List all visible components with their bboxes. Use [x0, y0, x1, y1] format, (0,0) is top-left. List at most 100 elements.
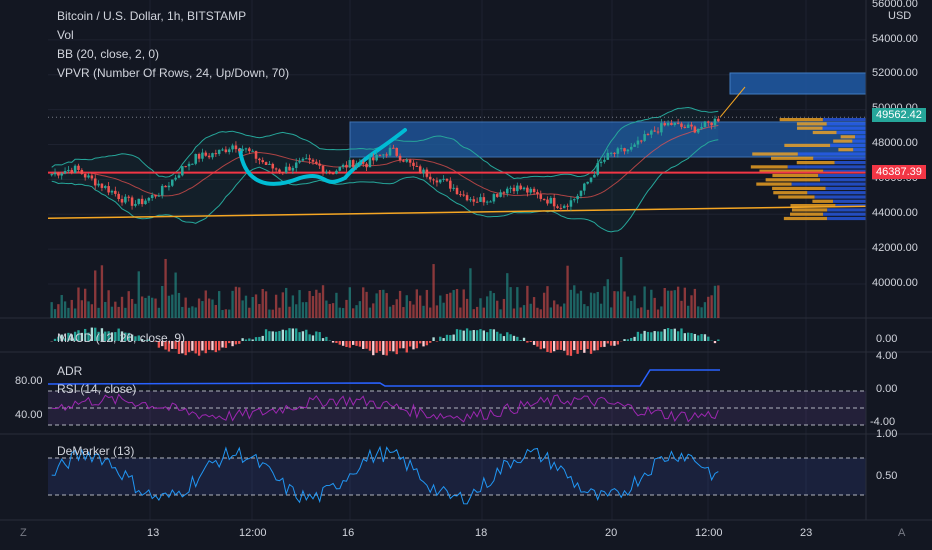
volume-bar — [609, 307, 613, 318]
volume-bar — [529, 303, 532, 318]
bb-legend[interactable]: BB (20, close, 2, 0) — [57, 47, 160, 61]
volume-bar — [154, 298, 157, 318]
candle — [174, 177, 177, 180]
level-price-badge: 46387.39 — [872, 165, 926, 179]
candle — [415, 165, 419, 167]
macd-bar — [288, 328, 291, 341]
candle — [278, 169, 281, 172]
macd-bar — [502, 336, 506, 341]
candle — [50, 174, 53, 176]
macd-bar — [405, 341, 408, 353]
macd-bar — [80, 332, 83, 341]
candle — [338, 166, 342, 171]
macd-bar — [546, 341, 549, 352]
volume-bar — [70, 299, 73, 318]
volume-bar — [640, 307, 643, 318]
macd-bar — [84, 328, 87, 341]
vpvr-row-up — [834, 161, 866, 165]
vpvr-row-up — [853, 148, 866, 152]
candle — [258, 158, 261, 161]
demarker-legend[interactable]: DeMarker (13) — [57, 444, 135, 458]
macd-bar — [616, 341, 619, 345]
volume-bar — [171, 294, 174, 318]
vpvr-row-down — [759, 169, 824, 173]
candle — [281, 171, 285, 173]
candle — [288, 166, 291, 171]
volume-bar — [586, 306, 589, 318]
macd-bar — [231, 341, 234, 347]
candle — [589, 177, 593, 182]
volume-bar — [90, 304, 94, 318]
macd-bar — [697, 335, 700, 341]
macd-bar — [167, 341, 171, 352]
macd-bar — [465, 328, 469, 341]
volume-bar — [596, 291, 599, 318]
macd-bar — [707, 336, 710, 341]
candle — [315, 161, 318, 164]
macd-legend[interactable]: MACD (12, 26, close, 9) — [57, 331, 186, 345]
macd-bar — [663, 329, 666, 341]
volume-bar — [693, 288, 697, 318]
candle — [104, 186, 107, 188]
candle — [422, 169, 425, 174]
vol-legend[interactable]: Vol — [57, 28, 74, 42]
candle — [181, 166, 184, 176]
volume-bar — [713, 285, 717, 318]
candle — [623, 148, 626, 152]
macd-bar — [693, 333, 697, 341]
candle — [509, 187, 512, 189]
candle — [57, 172, 60, 176]
macd-bar — [680, 328, 683, 341]
volume-bar — [589, 292, 593, 318]
volume-bar — [392, 304, 395, 318]
candle — [144, 200, 147, 205]
vpvr-row-down — [833, 139, 853, 143]
macd-bar — [197, 341, 201, 356]
volume-bar — [120, 296, 124, 318]
macd-bar — [388, 341, 392, 352]
candle — [640, 140, 643, 142]
vpvr-legend[interactable]: VPVR (Number Of Rows, 24, Up/Down, 70) — [57, 66, 290, 80]
macd-bar — [566, 341, 569, 356]
a-icon[interactable]: A — [898, 527, 906, 539]
volume-bar — [556, 304, 559, 318]
candle — [452, 187, 455, 189]
rsi-legend[interactable]: RSI (14, close) — [57, 382, 137, 396]
macd-bar — [512, 335, 516, 341]
volume-bar — [100, 265, 104, 318]
adr-legend[interactable]: ADR — [57, 364, 83, 378]
macd-bar — [536, 341, 539, 347]
candle — [629, 146, 633, 150]
macd-bar — [181, 341, 184, 354]
volume-bar — [365, 291, 368, 318]
volume-bar — [496, 300, 499, 318]
volume-bar — [137, 271, 140, 318]
macd-bar — [234, 341, 238, 345]
volume-bar — [512, 308, 516, 318]
volume-bar — [338, 307, 341, 318]
candle — [130, 197, 134, 206]
volume-bar — [643, 286, 646, 318]
candle — [713, 118, 717, 126]
candle — [428, 176, 432, 180]
volume-bar — [559, 306, 563, 318]
volume-bar — [110, 306, 114, 318]
volume-bar — [532, 297, 536, 318]
macd-bar — [717, 339, 720, 341]
vpvr-row-down — [796, 161, 835, 165]
candle — [227, 149, 231, 153]
candle — [244, 148, 248, 150]
volume-bar — [569, 289, 573, 318]
volume-bar — [214, 304, 217, 318]
volume-bar — [161, 285, 164, 318]
time-tick: 23 — [800, 527, 813, 539]
vpvr-row-down — [783, 216, 828, 221]
macd-bar — [171, 341, 174, 349]
z-icon[interactable]: Z — [20, 527, 27, 539]
price-tick: 52000.00 — [872, 67, 918, 79]
volume-bar — [298, 290, 301, 318]
volume-bar — [248, 307, 251, 318]
rsi-line — [51, 393, 719, 423]
candle — [609, 152, 613, 154]
